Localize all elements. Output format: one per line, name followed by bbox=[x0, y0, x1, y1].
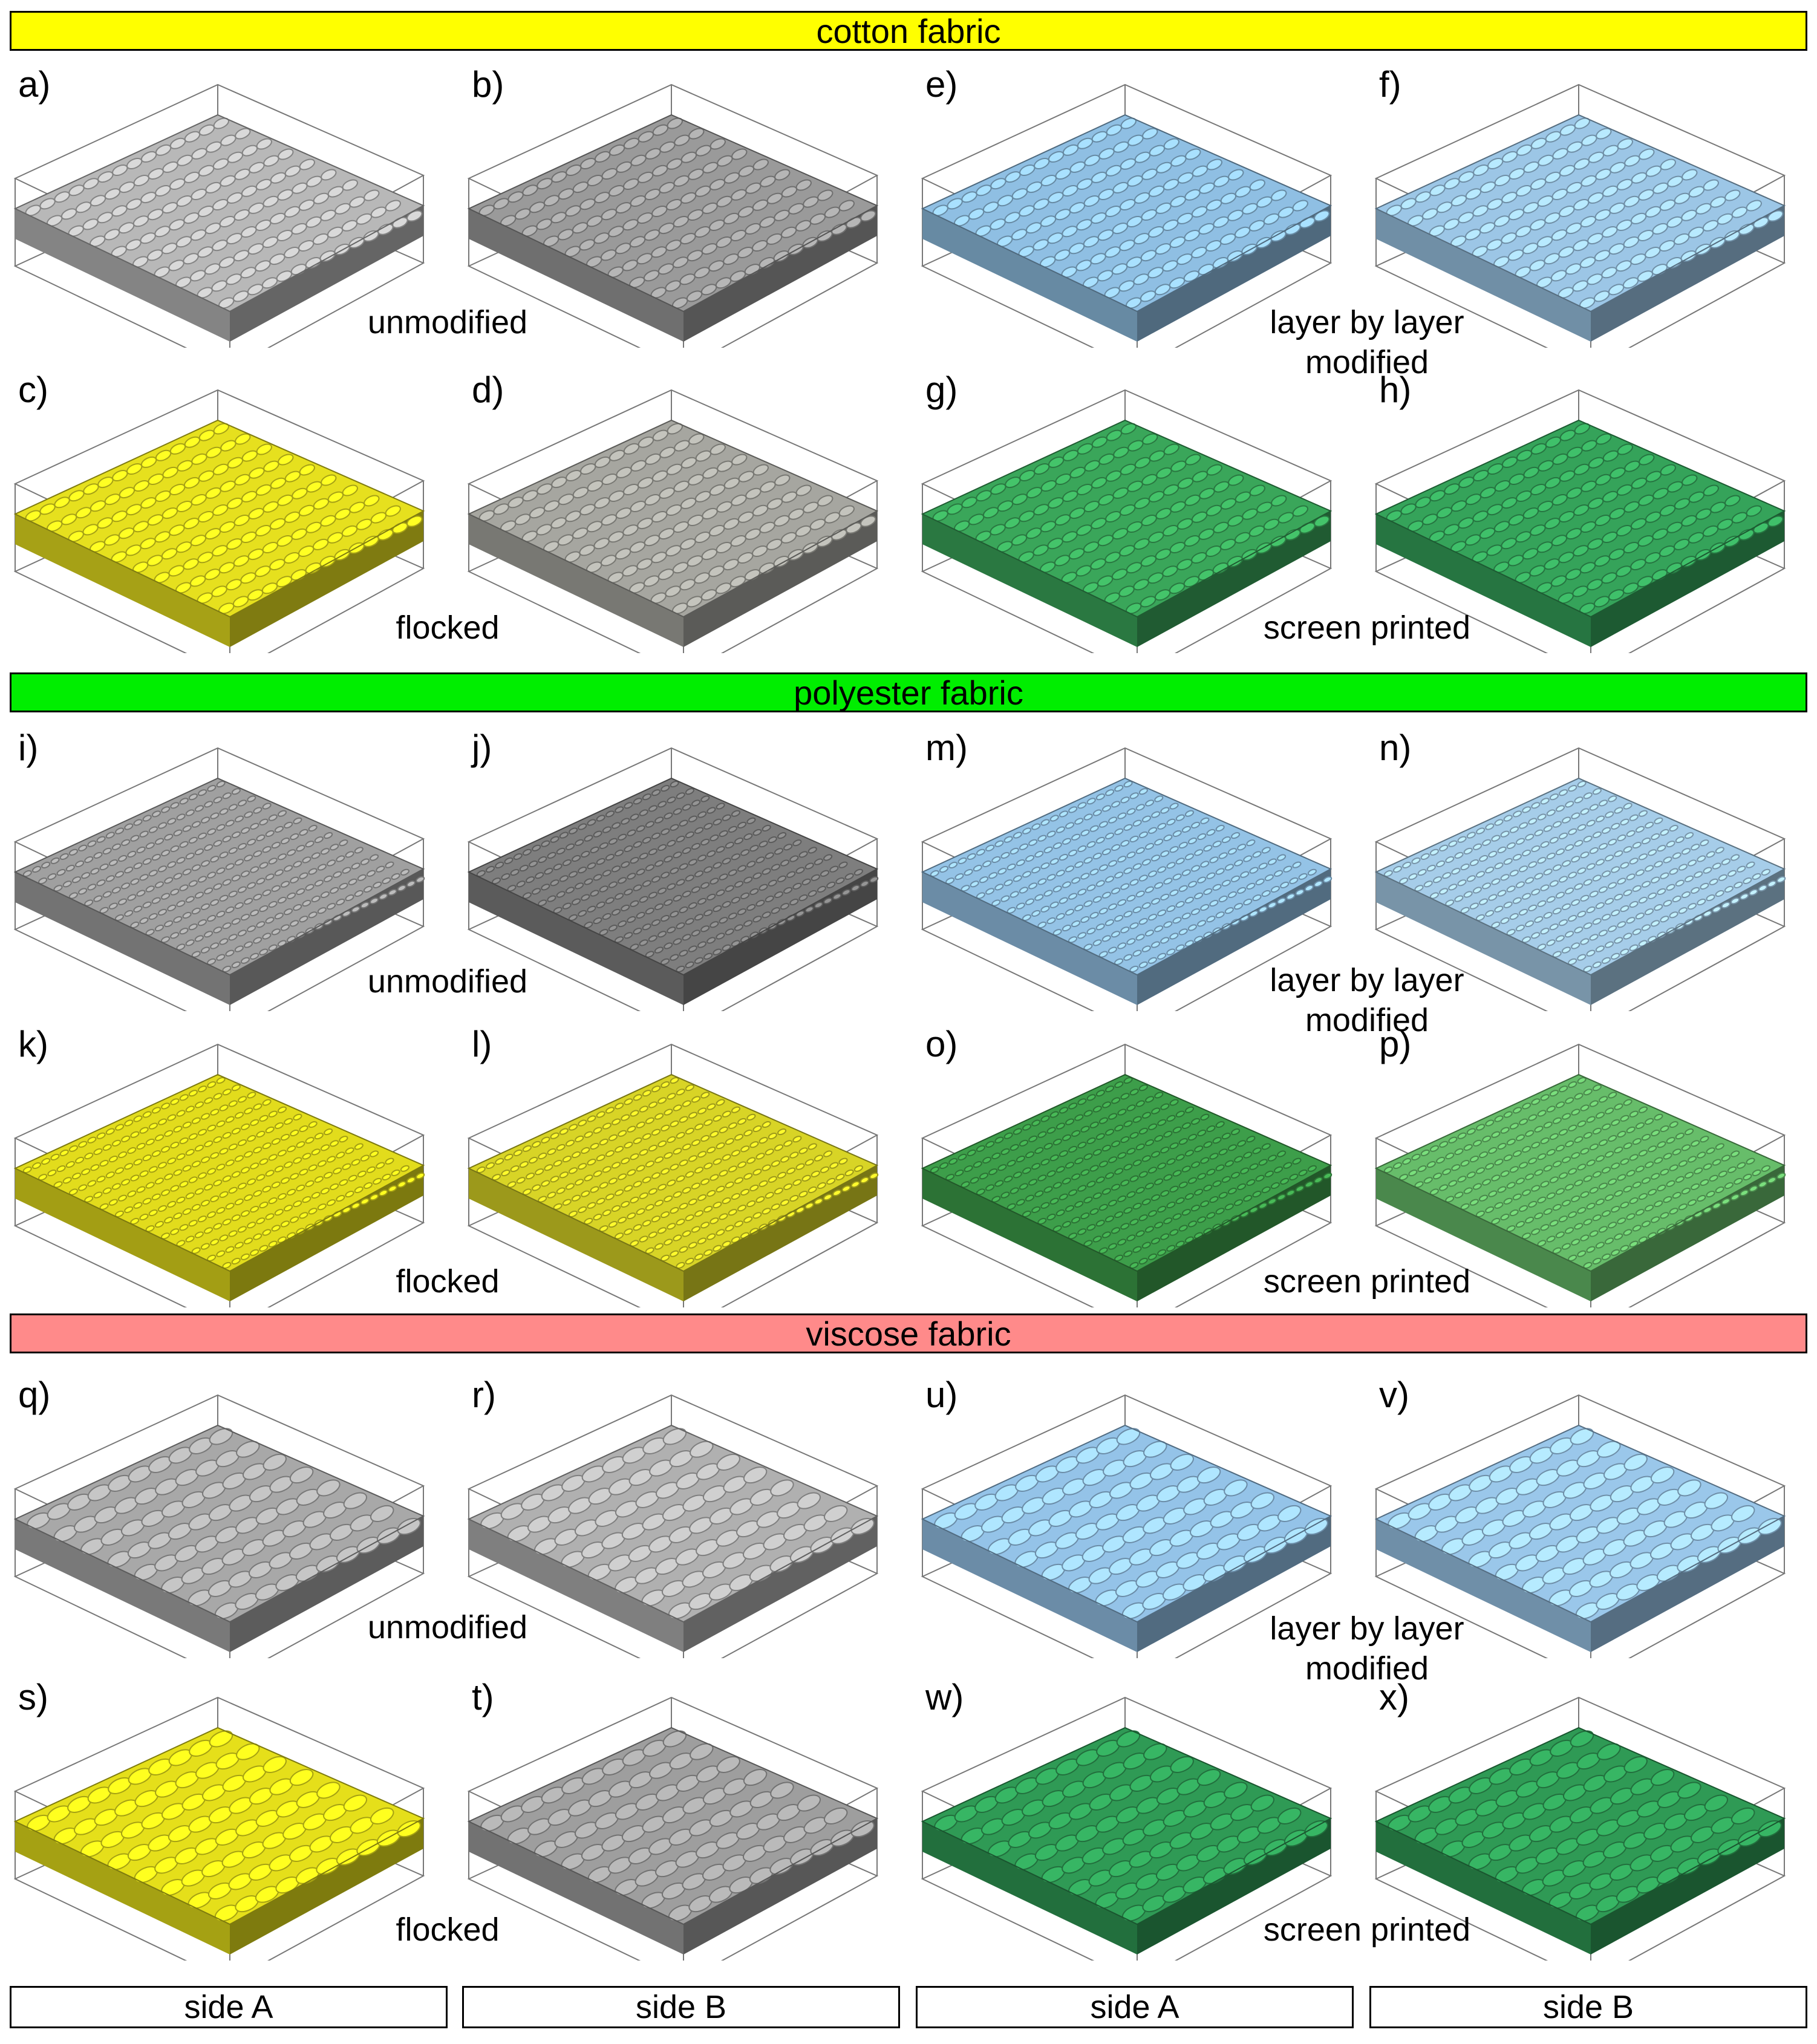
fabric-3d-render bbox=[1374, 747, 1786, 1011]
tomography-panel: l) bbox=[460, 1017, 883, 1307]
fabric-3d-render bbox=[467, 1696, 879, 1961]
caption-flocked: flocked bbox=[396, 610, 500, 646]
tomography-panel: b) bbox=[460, 57, 883, 348]
panel-label: p) bbox=[1379, 1024, 1412, 1064]
tomography-panel: t) bbox=[460, 1670, 883, 1961]
fabric-3d-render bbox=[921, 389, 1333, 653]
tomography-panel: v) bbox=[1367, 1368, 1790, 1658]
panel-label: t) bbox=[472, 1677, 494, 1717]
tomography-panel: q) bbox=[6, 1368, 429, 1658]
tomography-panel: x) bbox=[1367, 1670, 1790, 1961]
caption-unmodified: unmodified bbox=[367, 304, 528, 340]
fabric-3d-render bbox=[1374, 389, 1786, 653]
tomography-panel: n) bbox=[1367, 721, 1790, 1011]
panel-label: r) bbox=[472, 1375, 496, 1415]
tomography-panel: g) bbox=[913, 363, 1337, 653]
fabric-3d-render bbox=[467, 1043, 879, 1307]
caption-line-2: modified bbox=[1305, 1650, 1429, 1687]
fabric-3d-render bbox=[467, 747, 879, 1011]
panel-label: f) bbox=[1379, 64, 1401, 105]
tomography-panel: a) bbox=[6, 57, 429, 348]
caption-screen-printed: screen printed bbox=[1263, 1263, 1471, 1300]
panel-label: m) bbox=[925, 727, 968, 768]
tomography-panel: h) bbox=[1367, 363, 1790, 653]
fabric-3d-render bbox=[921, 1696, 1333, 1961]
panel-label: n) bbox=[1379, 727, 1412, 768]
tomography-panel: e) bbox=[913, 57, 1337, 348]
caption-line-1: layer by layer bbox=[1270, 962, 1464, 998]
tomography-panel: m) bbox=[913, 721, 1337, 1011]
fabric-3d-render bbox=[1374, 1696, 1786, 1961]
tomography-panel: d) bbox=[460, 363, 883, 653]
section-banner-polyester: polyester fabric bbox=[10, 672, 1807, 712]
tomography-panel: j) bbox=[460, 721, 883, 1011]
fabric-3d-render bbox=[13, 83, 425, 348]
caption-screen-printed: screen printed bbox=[1263, 1912, 1471, 1948]
fabric-3d-render bbox=[1374, 83, 1786, 348]
panel-label: k) bbox=[18, 1024, 48, 1064]
footer-side-a: side A bbox=[916, 1986, 1354, 2028]
tomography-panel: k) bbox=[6, 1017, 429, 1307]
tomography-panel: p) bbox=[1367, 1017, 1790, 1307]
tomography-panel: f) bbox=[1367, 57, 1790, 348]
fabric-3d-render bbox=[1374, 1394, 1786, 1658]
caption-line-1: layer by layer bbox=[1270, 304, 1464, 340]
caption-screen-printed: screen printed bbox=[1263, 610, 1471, 646]
fabric-3d-render bbox=[13, 1394, 425, 1658]
section-banner-cotton: cotton fabric bbox=[10, 11, 1807, 51]
caption-line-2: modified bbox=[1305, 1002, 1429, 1038]
tomography-panel: c) bbox=[6, 363, 429, 653]
fabric-3d-render bbox=[921, 1394, 1333, 1658]
section-banner-viscose: viscose fabric bbox=[10, 1313, 1807, 1353]
caption-unmodified: unmodified bbox=[367, 1609, 528, 1645]
panel-label: j) bbox=[472, 727, 492, 768]
panel-label: i) bbox=[18, 727, 39, 768]
caption-unmodified: unmodified bbox=[367, 963, 528, 1000]
panel-label: s) bbox=[18, 1677, 48, 1717]
panel-label: v) bbox=[1379, 1375, 1409, 1415]
fabric-3d-render bbox=[13, 1696, 425, 1961]
panel-label: c) bbox=[18, 369, 48, 410]
footer-side-b: side B bbox=[1369, 1986, 1807, 2028]
footer-side-b: side B bbox=[462, 1986, 900, 2028]
fabric-3d-render bbox=[13, 747, 425, 1011]
fabric-3d-render bbox=[467, 389, 879, 653]
panel-label: b) bbox=[472, 64, 504, 105]
fabric-3d-render bbox=[13, 1043, 425, 1307]
panel-label: g) bbox=[925, 369, 958, 410]
tomography-panel: s) bbox=[6, 1670, 429, 1961]
fabric-3d-render bbox=[1374, 1043, 1786, 1307]
panel-label: a) bbox=[18, 64, 51, 105]
panel-label: o) bbox=[925, 1024, 958, 1064]
caption-line-1: layer by layer bbox=[1270, 1610, 1464, 1647]
tomography-panel: u) bbox=[913, 1368, 1337, 1658]
panel-label: u) bbox=[925, 1375, 958, 1415]
caption-line-2: modified bbox=[1305, 344, 1429, 380]
panel-label: w) bbox=[925, 1677, 964, 1717]
tomography-panel: r) bbox=[460, 1368, 883, 1658]
caption-flocked: flocked bbox=[396, 1912, 500, 1948]
caption-layer-by-layer: layer by layer modified bbox=[1240, 960, 1494, 1040]
panel-label: x) bbox=[1379, 1677, 1409, 1717]
fabric-3d-render bbox=[467, 83, 879, 348]
panel-label: l) bbox=[472, 1024, 492, 1064]
footer-side-a: side A bbox=[10, 1986, 448, 2028]
fabric-3d-render bbox=[921, 747, 1333, 1011]
panel-label: h) bbox=[1379, 369, 1412, 410]
caption-flocked: flocked bbox=[396, 1263, 500, 1300]
tomography-panel: w) bbox=[913, 1670, 1337, 1961]
caption-layer-by-layer: layer by layer modified bbox=[1240, 1609, 1494, 1688]
panel-label: q) bbox=[18, 1375, 51, 1415]
tomography-panel: o) bbox=[913, 1017, 1337, 1307]
panel-label: d) bbox=[472, 369, 504, 410]
fabric-3d-render bbox=[921, 1043, 1333, 1307]
panel-label: e) bbox=[925, 64, 958, 105]
fabric-3d-render bbox=[921, 83, 1333, 348]
fabric-3d-render bbox=[467, 1394, 879, 1658]
tomography-panel: i) bbox=[6, 721, 429, 1011]
caption-layer-by-layer: layer by layer modified bbox=[1240, 302, 1494, 382]
fabric-3d-render bbox=[13, 389, 425, 653]
